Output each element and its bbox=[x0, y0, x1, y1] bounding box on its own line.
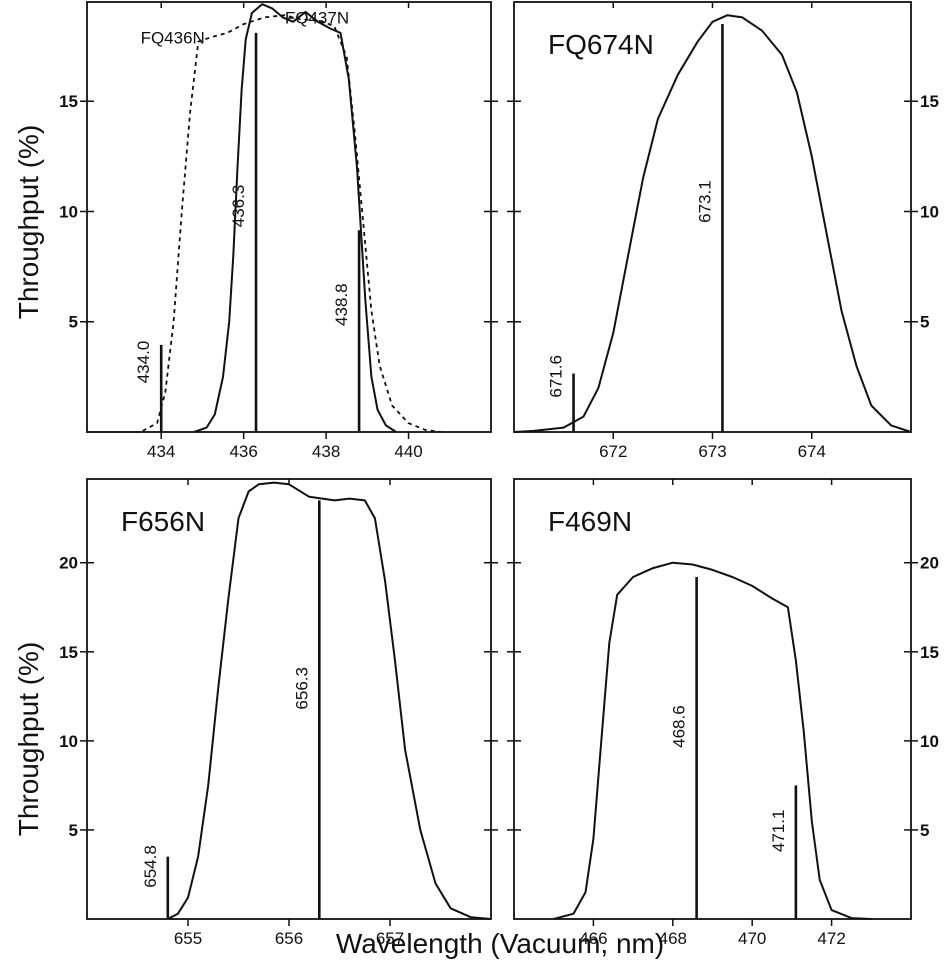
series-label: FQ437N bbox=[285, 8, 349, 27]
chart-panel-4: 466 468 470 472 5 10 15 20 468.6 471.1 F469N bbox=[507, 478, 939, 948]
x-axis-label: Wavelength (Vacuum, nm) bbox=[336, 928, 664, 959]
spectral-line-label: 654.8 bbox=[141, 845, 160, 888]
y-tick-label: 5 bbox=[69, 821, 78, 840]
x-tick-label: 440 bbox=[394, 442, 422, 461]
x-tick-label: 672 bbox=[599, 442, 627, 461]
series-line-fq437n bbox=[193, 3, 397, 433]
series-line-curve bbox=[167, 481, 492, 920]
chart-panel-2: 672 673 674 5 10 15 671.6 673.1 FQ674N bbox=[507, 1, 939, 461]
chart-panel-1: 434 436 438 440 5 10 15 FQ437N FQ436N 434.0 436.3 4… bbox=[59, 1, 498, 461]
x-tick-label: 436 bbox=[229, 442, 257, 461]
plot-frame bbox=[86, 1, 492, 433]
chart-panel-3: 655 656 657 5 10 15 20 654.8 656.3 F656N bbox=[59, 478, 498, 948]
spectral-line-label: 656.3 bbox=[292, 667, 311, 710]
x-tick-label: 472 bbox=[817, 929, 845, 948]
spectral-line-label: 434.0 bbox=[134, 341, 153, 384]
y-tick-label: 20 bbox=[59, 554, 78, 573]
x-tick-label: 657 bbox=[376, 929, 404, 948]
series-line-curve bbox=[513, 14, 912, 433]
y-tick-label: 5 bbox=[69, 313, 78, 332]
y-tick-label: 10 bbox=[59, 202, 78, 221]
series-line-fq436n bbox=[87, 14, 442, 433]
y-tick-label: 15 bbox=[920, 92, 939, 111]
panel-title: FQ674N bbox=[548, 29, 654, 60]
spectral-line-label: 673.1 bbox=[695, 180, 714, 223]
x-tick-label: 466 bbox=[579, 929, 607, 948]
y-tick-label: 10 bbox=[920, 202, 939, 221]
y-tick-label: 20 bbox=[920, 554, 939, 573]
x-tick-label: 655 bbox=[174, 929, 202, 948]
y-axis-label-bottom: Throughput (%) bbox=[13, 642, 44, 837]
panel-title: F469N bbox=[548, 506, 632, 537]
series-label: FQ436N bbox=[141, 28, 205, 47]
spectral-line-label: 671.6 bbox=[547, 355, 566, 398]
panel-title: F656N bbox=[121, 506, 205, 537]
x-tick-label: 674 bbox=[798, 442, 826, 461]
x-tick-label: 470 bbox=[738, 929, 766, 948]
y-tick-label: 15 bbox=[59, 92, 78, 111]
x-tick-label: 656 bbox=[275, 929, 303, 948]
y-axis-label-top: Throughput (%) bbox=[13, 125, 44, 320]
x-tick-label: 438 bbox=[312, 442, 340, 461]
spectral-line-label: 436.3 bbox=[229, 185, 248, 228]
spectral-line-label: 468.6 bbox=[670, 705, 689, 748]
spectral-line-label: 471.1 bbox=[769, 810, 788, 853]
y-tick-label: 10 bbox=[920, 732, 939, 751]
y-tick-label: 10 bbox=[59, 732, 78, 751]
spectral-line-label: 438.8 bbox=[332, 283, 351, 326]
x-tick-label: 673 bbox=[698, 442, 726, 461]
series-line-curve bbox=[553, 561, 872, 920]
plot-frame bbox=[513, 478, 912, 920]
y-tick-label: 5 bbox=[920, 821, 929, 840]
x-tick-label: 468 bbox=[659, 929, 687, 948]
y-tick-label: 5 bbox=[920, 313, 929, 332]
panels-group: 434 436 438 440 5 10 15 FQ437N FQ436N 434.0 436.3 4… bbox=[59, 1, 939, 948]
y-tick-label: 15 bbox=[59, 643, 78, 662]
x-tick-label: 434 bbox=[147, 442, 175, 461]
y-tick-label: 15 bbox=[920, 643, 939, 662]
